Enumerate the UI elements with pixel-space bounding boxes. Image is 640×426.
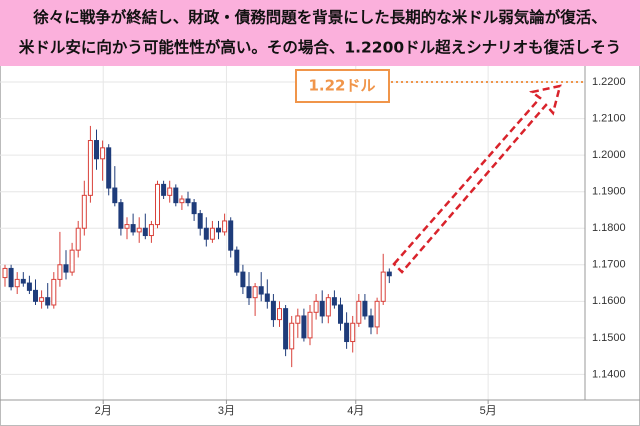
candle-body bbox=[307, 311, 313, 339]
candle-body bbox=[33, 289, 39, 302]
candle-body bbox=[2, 267, 8, 279]
candle-body bbox=[8, 267, 14, 288]
candle-body bbox=[75, 227, 81, 251]
candle-body bbox=[69, 249, 75, 273]
candle-body bbox=[301, 315, 307, 339]
candle-body bbox=[209, 227, 215, 240]
x-tick-label: 2月 bbox=[95, 405, 112, 417]
candle-body bbox=[234, 249, 240, 273]
candle-body bbox=[57, 264, 63, 280]
candle-body bbox=[270, 300, 276, 321]
candle-body bbox=[289, 322, 295, 350]
candle-body bbox=[368, 315, 374, 328]
y-tick-label: 1.1900 bbox=[592, 186, 626, 198]
y-tick-label: 1.2200 bbox=[592, 76, 626, 88]
y-tick-label: 1.1600 bbox=[592, 295, 626, 307]
candle-body bbox=[26, 282, 32, 291]
candle-body bbox=[350, 322, 356, 343]
candle-body bbox=[191, 202, 197, 215]
candle-body bbox=[106, 147, 112, 189]
candle-body bbox=[100, 147, 106, 160]
candle-body bbox=[338, 304, 344, 324]
candle-body bbox=[142, 227, 148, 237]
candle-body bbox=[374, 300, 380, 328]
candle-body bbox=[45, 297, 51, 306]
y-tick-label: 1.2000 bbox=[592, 149, 626, 161]
candle-body bbox=[167, 187, 173, 196]
y-tick-label: 1.1400 bbox=[592, 368, 626, 380]
y-tick-label: 1.2100 bbox=[592, 113, 626, 125]
candle-body bbox=[136, 227, 142, 233]
candle-body bbox=[222, 220, 228, 233]
candle-body bbox=[203, 227, 209, 240]
candle-body bbox=[216, 227, 222, 233]
candle-body bbox=[39, 297, 45, 302]
candle-body bbox=[14, 278, 20, 288]
candle-body bbox=[94, 140, 100, 160]
candle-body bbox=[283, 308, 289, 350]
candle-body bbox=[197, 213, 203, 229]
y-tick-label: 1.1800 bbox=[592, 222, 626, 234]
candle-body bbox=[252, 286, 258, 299]
candle-body bbox=[344, 322, 350, 343]
candle-body bbox=[356, 300, 362, 324]
candle-body bbox=[63, 264, 69, 273]
chart-title: 徐々に戦争が終結し、財政・債務問題を背景にした長期的な米ドル弱気論が復活、 bbox=[32, 8, 607, 27]
candle-body bbox=[277, 308, 283, 321]
annotation-box bbox=[295, 69, 390, 103]
candle-body bbox=[179, 198, 185, 204]
arrow bbox=[392, 84, 562, 274]
candle-body bbox=[51, 278, 57, 306]
annotation-layer: 1.22ドル bbox=[295, 69, 585, 274]
candle-body bbox=[161, 183, 167, 196]
candle-body bbox=[246, 286, 252, 299]
candle-body bbox=[362, 300, 368, 317]
candle-body bbox=[173, 187, 179, 204]
candle-body bbox=[386, 271, 392, 277]
candle-body bbox=[81, 194, 87, 229]
candle-body bbox=[87, 140, 93, 196]
candle-body bbox=[228, 220, 234, 251]
candle-body bbox=[319, 300, 325, 317]
x-tick-label: 5月 bbox=[480, 405, 497, 417]
candle-body bbox=[258, 286, 264, 295]
candle-body bbox=[124, 224, 130, 229]
candle-body bbox=[20, 278, 26, 284]
candle-body bbox=[130, 224, 136, 233]
y-tick-label: 1.1500 bbox=[592, 332, 626, 344]
candle-body bbox=[313, 300, 319, 313]
x-tick-label: 4月 bbox=[347, 405, 364, 417]
candle-body bbox=[112, 187, 118, 204]
candle-body bbox=[148, 224, 154, 237]
candle-body bbox=[118, 202, 124, 229]
candle-body bbox=[325, 297, 331, 317]
header-band bbox=[0, 0, 640, 66]
plot: 1.2200 1.2100 1.2000 1.1900 1.1800 1.1700 1.16… bbox=[0, 66, 626, 417]
candle-body bbox=[264, 293, 270, 302]
candle-body bbox=[380, 271, 386, 302]
candle-body bbox=[240, 271, 246, 288]
annotation-text: 1.22ドル bbox=[308, 77, 375, 95]
y-tick-label: 1.1700 bbox=[592, 259, 626, 271]
chart-subtitle: 米ドル安に向かう可能性性が高い。その場合、1.2200ドル超えシナリオも復活しそ… bbox=[19, 38, 621, 57]
candle-body bbox=[185, 198, 191, 204]
candle-body bbox=[331, 297, 337, 306]
candle-body bbox=[295, 315, 301, 324]
candle-body bbox=[155, 183, 161, 226]
x-tick-label: 3月 bbox=[218, 405, 235, 417]
